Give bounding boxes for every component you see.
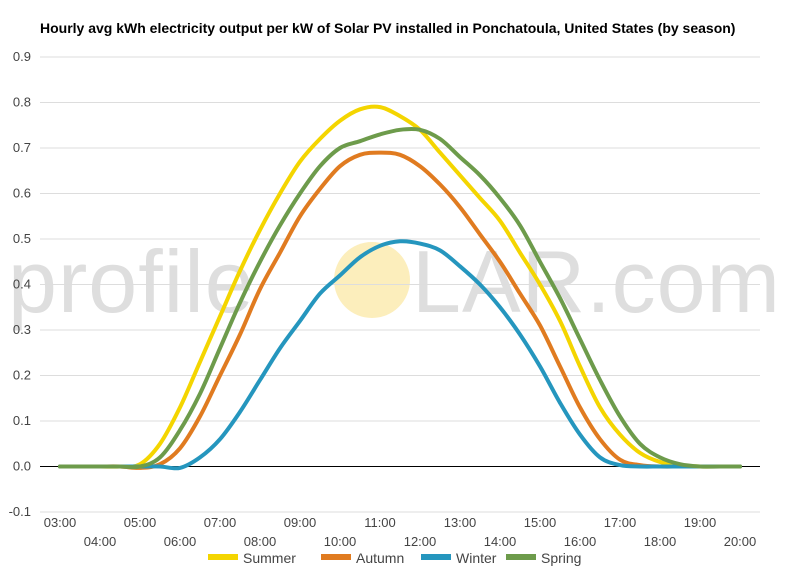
x-tick-label: 12:00 (404, 534, 437, 549)
x-tick-label: 09:00 (284, 515, 317, 530)
x-tick-label: 04:00 (84, 534, 117, 549)
x-tick-label: 10:00 (324, 534, 357, 549)
x-tick-label: 20:00 (724, 534, 757, 549)
legend-swatch-spring (506, 554, 536, 560)
series-line-autumn (58, 150, 742, 470)
x-tick-label: 06:00 (164, 534, 197, 549)
y-tick-label: 0.9 (13, 49, 31, 64)
x-tick-label: 13:00 (444, 515, 477, 530)
x-tick-label: 11:00 (364, 515, 396, 530)
gridlines (40, 56, 760, 513)
legend-label-spring: Spring (541, 550, 581, 566)
legend-label-winter: Winter (456, 550, 497, 566)
series-line-spring (58, 126, 742, 470)
y-tick-label: 0.3 (13, 322, 31, 337)
x-tick-label: 18:00 (644, 534, 677, 549)
y-tick-label: 0.2 (13, 368, 31, 383)
y-tick-label: 0.8 (13, 95, 31, 110)
x-tick-label: 19:00 (684, 515, 717, 530)
x-tick-label: 15:00 (524, 515, 557, 530)
profilesolar-watermark: profile LAR.com (8, 232, 781, 331)
legend-swatch-summer (208, 554, 238, 560)
y-tick-label: 0.6 (13, 186, 31, 201)
watermark-text-right: LAR.com (412, 232, 781, 331)
series-lines (58, 104, 742, 471)
watermark-sun-icon (334, 242, 410, 318)
x-tick-label: 05:00 (124, 515, 157, 530)
x-tick-label: 03:00 (44, 515, 77, 530)
legend-label-summer: Summer (243, 550, 296, 566)
legend-swatch-winter (421, 554, 451, 560)
x-axis-tick-labels: 03:00 04:00 05:00 06:00 07:00 08:00 09:00 10:00… (44, 515, 757, 549)
x-tick-label: 08:00 (244, 534, 277, 549)
y-tick-label: 0.0 (13, 459, 31, 474)
legend: Summer Autumn Winter Spring (208, 550, 581, 566)
y-tick-label: 0.7 (13, 140, 31, 155)
y-tick-label: 0.5 (13, 231, 31, 246)
x-tick-label: 16:00 (564, 534, 597, 549)
series-line-winter (58, 239, 742, 471)
series-line-summer (58, 104, 742, 469)
x-tick-label: 07:00 (204, 515, 237, 530)
legend-swatch-autumn (321, 554, 351, 560)
y-tick-label: 0.4 (13, 277, 31, 292)
y-tick-label: 0.1 (13, 413, 31, 428)
y-tick-label: -0.1 (9, 504, 31, 519)
watermark-text-left: profile (8, 232, 255, 331)
x-tick-label: 14:00 (484, 534, 517, 549)
legend-label-autumn: Autumn (356, 550, 404, 566)
chart-title: Hourly avg kWh electricity output per kW… (40, 20, 736, 36)
y-axis-tick-labels: -0.1 0.0 0.1 0.2 0.3 0.4 0.5 0.6 0.7 0.8 0.9 (9, 49, 31, 519)
x-tick-label: 17:00 (604, 515, 637, 530)
